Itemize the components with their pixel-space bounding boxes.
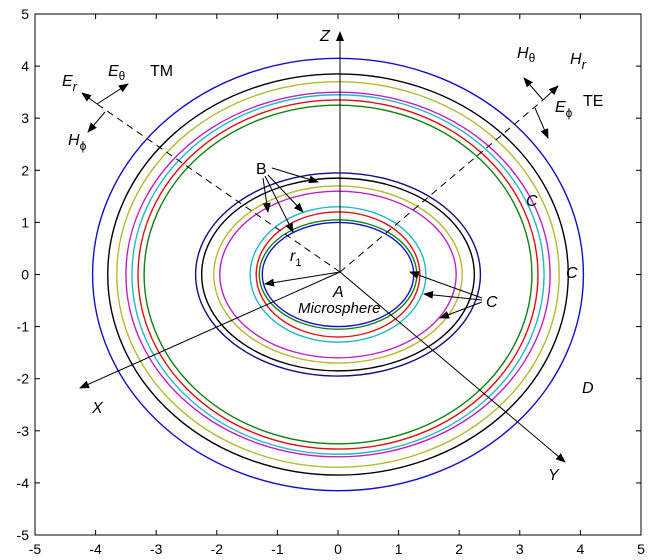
y-tick-label: 3 (21, 110, 29, 126)
x-tick-label: 4 (577, 541, 585, 557)
microsphere-label: Microsphere (298, 300, 381, 317)
ring-black-8 (200, 177, 476, 372)
ephi-label: Eϕ (555, 99, 573, 120)
x-tick-label: -3 (150, 541, 163, 557)
x-tick-label: 1 (395, 541, 403, 557)
ring-navy-7 (194, 172, 482, 377)
b-label: B (256, 161, 267, 178)
b-pointer-4 (262, 177, 271, 213)
y-tick-label: 5 (21, 6, 29, 22)
dashed-line-upper-right (339, 99, 544, 273)
r1-arrow (264, 271, 341, 287)
ring-green-6 (143, 104, 533, 445)
x-tick-label: 5 (637, 541, 645, 557)
hphi-label: Hϕ (68, 132, 87, 153)
y-tick-label: 2 (21, 162, 29, 178)
etheta-label: Eθ (108, 63, 126, 83)
er-arrow (81, 92, 98, 105)
ring-cyan-11 (249, 206, 427, 343)
ring-magenta-10 (219, 190, 457, 359)
r1-label: r1 (290, 248, 301, 269)
tm-label: TM (150, 63, 173, 80)
x-tick-label: 0 (334, 541, 342, 557)
b-pointer-2 (267, 174, 304, 213)
ring-magenta-3 (125, 91, 551, 458)
ephi-arrow (534, 107, 549, 139)
y-tick-label: 0 (21, 267, 29, 283)
b-pointer-1 (271, 167, 319, 184)
hphi-arrow (87, 111, 106, 133)
y-tick-label: -5 (17, 527, 30, 543)
htheta-label: Hθ (517, 45, 536, 65)
y-tick-label: -2 (17, 371, 30, 387)
x-tick-label: 3 (516, 541, 524, 557)
te-label: TE (583, 93, 603, 110)
x-tick-label: 2 (455, 541, 463, 557)
htheta-arrow (523, 77, 544, 101)
dashed-line-upper-left (96, 103, 341, 273)
hr-arrow (542, 85, 559, 101)
c-pointer-1 (409, 271, 483, 299)
c-label-ring-upper: C (526, 193, 538, 210)
x-axis-arrow (79, 271, 341, 389)
etheta-arrow (96, 83, 129, 105)
ring-yellow-9 (213, 185, 463, 364)
origin-label: A (332, 284, 344, 301)
c-pointer-3 (439, 301, 483, 319)
x-tick-label: -1 (271, 541, 284, 557)
c-label-inner: C (486, 294, 498, 311)
ring-cyan-4 (131, 94, 545, 455)
d-label: D (582, 380, 594, 397)
ring-red-5 (137, 99, 539, 450)
x-ticks: -5 -4 -3 -2 -1 0 1 2 3 4 5 (29, 14, 645, 557)
b-pointer-3 (264, 175, 294, 233)
y-axis-arrow (339, 271, 566, 463)
x-tick-label: -5 (29, 541, 42, 557)
x-tick-label: -2 (211, 541, 224, 557)
y-tick-label: -1 (17, 319, 30, 335)
ring-black-1 (107, 73, 569, 476)
y-tick-label: 4 (21, 58, 29, 74)
ring-group (91, 57, 585, 492)
z-label: Z (319, 28, 331, 45)
c-label-ring-right: C (566, 265, 578, 282)
y-ticks: 5 4 3 2 1 0 -1 -2 -3 -4 -5 (17, 6, 641, 543)
y-tick-label: 1 (21, 214, 29, 230)
y-tick-label: -4 (17, 475, 30, 491)
x-tick-label: -4 (89, 541, 102, 557)
ring-blue-0 (91, 57, 585, 492)
y-label: Y (548, 467, 560, 484)
c-pointer-2 (423, 290, 483, 301)
er-label: Er (62, 73, 78, 94)
x-label: X (91, 400, 104, 417)
hr-label: Hr (570, 51, 587, 72)
y-tick-label: -3 (17, 423, 30, 439)
ring-yellow-2 (116, 81, 560, 468)
